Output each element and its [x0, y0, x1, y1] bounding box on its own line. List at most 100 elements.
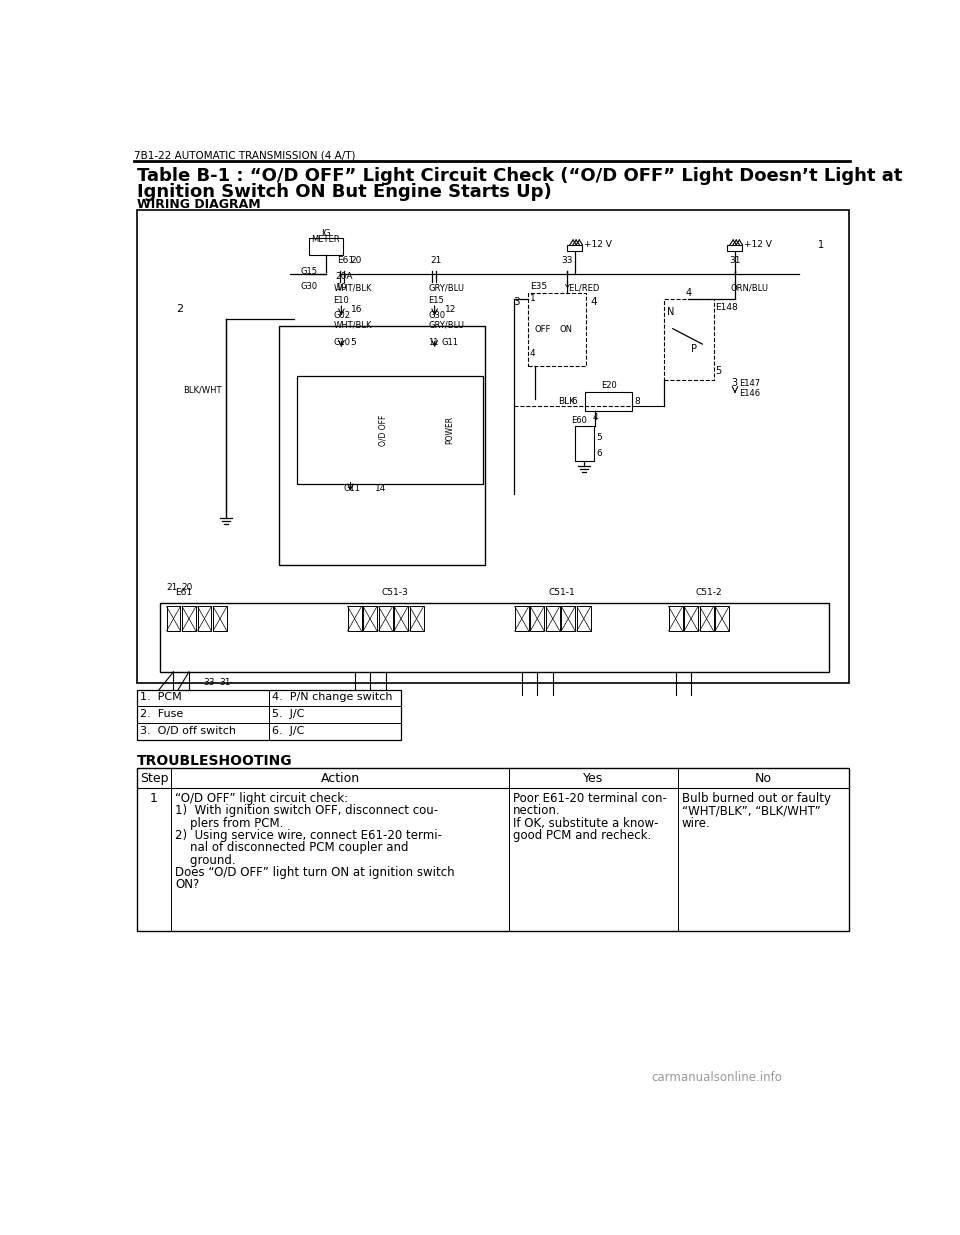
Text: C51-2: C51-2: [695, 588, 722, 597]
Text: E61: E61: [338, 256, 354, 264]
Text: nal of disconnected PCM coupler and: nal of disconnected PCM coupler and: [175, 841, 409, 855]
Text: 33: 33: [204, 678, 215, 687]
Text: 3: 3: [732, 378, 737, 389]
Text: +12 V: +12 V: [744, 240, 772, 249]
Text: E35: E35: [530, 283, 547, 291]
Text: wire.: wire.: [682, 816, 710, 830]
Text: E61: E61: [175, 588, 192, 597]
Text: 5: 5: [715, 367, 722, 377]
Text: G15: G15: [300, 267, 318, 277]
Text: 31: 31: [729, 256, 740, 264]
Bar: [137, 210, 849, 683]
Bar: [566, 245, 583, 251]
Bar: [182, 606, 196, 631]
Text: 21: 21: [430, 256, 442, 264]
Text: IG: IG: [321, 230, 330, 238]
Text: 4.  P/N change switch: 4. P/N change switch: [272, 692, 393, 701]
Text: E10: E10: [334, 296, 349, 305]
Text: METER: METER: [311, 235, 340, 243]
Bar: [727, 245, 742, 251]
Text: 7B1-22 AUTOMATIC TRANSMISSION (4 A/T): 7B1-22 AUTOMATIC TRANSMISSION (4 A/T): [134, 151, 355, 161]
Bar: [575, 426, 594, 461]
Text: 4: 4: [590, 296, 597, 306]
Bar: [378, 606, 393, 631]
Text: G02: G02: [334, 311, 350, 320]
Text: G30: G30: [428, 311, 445, 320]
Text: good PCM and recheck.: good PCM and recheck.: [513, 829, 651, 842]
Text: 20: 20: [350, 256, 362, 264]
Text: 33: 33: [562, 256, 573, 264]
Text: 20: 20: [181, 583, 193, 593]
Text: G11: G11: [344, 484, 360, 493]
Text: “O/D OFF” light circuit check:: “O/D OFF” light circuit check:: [175, 792, 348, 805]
Bar: [668, 606, 683, 631]
Text: TROUBLESHOOTING: TROUBLESHOOTING: [137, 755, 293, 768]
Text: 1: 1: [818, 240, 824, 249]
Bar: [586, 391, 632, 411]
Text: 11: 11: [428, 338, 439, 347]
Text: WHT/BLK: WHT/BLK: [334, 283, 372, 293]
Bar: [528, 293, 587, 366]
Text: BLK/WHT: BLK/WHT: [183, 385, 222, 394]
Text: 5: 5: [350, 338, 356, 347]
Bar: [198, 606, 211, 631]
Bar: [700, 606, 713, 631]
Text: 12: 12: [444, 305, 456, 314]
Text: Table B-1 : “O/D OFF” Light Circuit Check (“O/D OFF” Light Doesn’t Light at: Table B-1 : “O/D OFF” Light Circuit Chec…: [137, 168, 902, 185]
Text: P: P: [690, 345, 697, 354]
Text: E148: E148: [715, 304, 738, 312]
Bar: [530, 606, 544, 631]
Text: ORN/BLU: ORN/BLU: [731, 283, 769, 293]
Text: ON: ON: [560, 325, 572, 335]
Bar: [562, 606, 575, 631]
Text: E147: E147: [739, 379, 760, 389]
Bar: [279, 326, 485, 564]
Text: G10: G10: [334, 338, 350, 347]
Text: E20: E20: [601, 382, 616, 390]
Bar: [160, 603, 829, 672]
Text: 1.  PCM: 1. PCM: [140, 692, 181, 701]
Text: 1: 1: [150, 792, 158, 805]
Text: Step: Step: [140, 772, 168, 785]
Text: GRY/BLU: GRY/BLU: [428, 283, 465, 293]
Bar: [213, 606, 227, 631]
Text: E60: E60: [570, 416, 587, 425]
Text: 2.  Fuse: 2. Fuse: [140, 709, 183, 719]
Text: 6: 6: [572, 398, 578, 406]
Text: 16: 16: [350, 305, 362, 314]
Bar: [663, 299, 714, 380]
Text: 10: 10: [336, 283, 348, 293]
Text: GRY/BLU: GRY/BLU: [428, 320, 465, 329]
Text: 1: 1: [530, 294, 536, 304]
Text: Action: Action: [321, 772, 360, 785]
Text: Bulb burned out or faulty: Bulb burned out or faulty: [682, 792, 830, 805]
Bar: [137, 689, 400, 740]
Text: If OK, substitute a know-: If OK, substitute a know-: [513, 816, 659, 830]
Text: BLK: BLK: [558, 398, 575, 406]
Text: No: No: [755, 772, 772, 785]
Bar: [394, 606, 408, 631]
Bar: [308, 238, 343, 256]
Text: Does “O/D OFF” light turn ON at ignition switch: Does “O/D OFF” light turn ON at ignition…: [175, 866, 455, 879]
Text: plers from PCM.: plers from PCM.: [175, 816, 283, 830]
Text: 3.  O/D off switch: 3. O/D off switch: [140, 726, 236, 736]
Text: 5: 5: [596, 433, 602, 442]
Text: Yes: Yes: [584, 772, 604, 785]
Text: ON?: ON?: [175, 878, 200, 892]
Text: ground.: ground.: [175, 853, 235, 867]
Text: YEL/RED: YEL/RED: [564, 283, 599, 293]
Text: Ignition Switch ON But Engine Starts Up): Ignition Switch ON But Engine Starts Up): [137, 183, 552, 201]
Bar: [546, 606, 560, 631]
Text: 1)  With ignition switch OFF, disconnect cou-: 1) With ignition switch OFF, disconnect …: [175, 804, 438, 818]
Text: 21: 21: [166, 583, 178, 593]
Text: Poor E61-20 terminal con-: Poor E61-20 terminal con-: [513, 792, 667, 805]
Text: C51-3: C51-3: [381, 588, 408, 597]
Text: POWER: POWER: [445, 416, 455, 445]
Bar: [410, 606, 423, 631]
Text: O/D OFF: O/D OFF: [378, 414, 387, 446]
Text: N: N: [667, 308, 675, 317]
Text: +12 V: +12 V: [584, 240, 612, 249]
Text: WHT/BLK: WHT/BLK: [334, 320, 372, 329]
Bar: [166, 606, 180, 631]
Text: 31: 31: [219, 678, 230, 687]
